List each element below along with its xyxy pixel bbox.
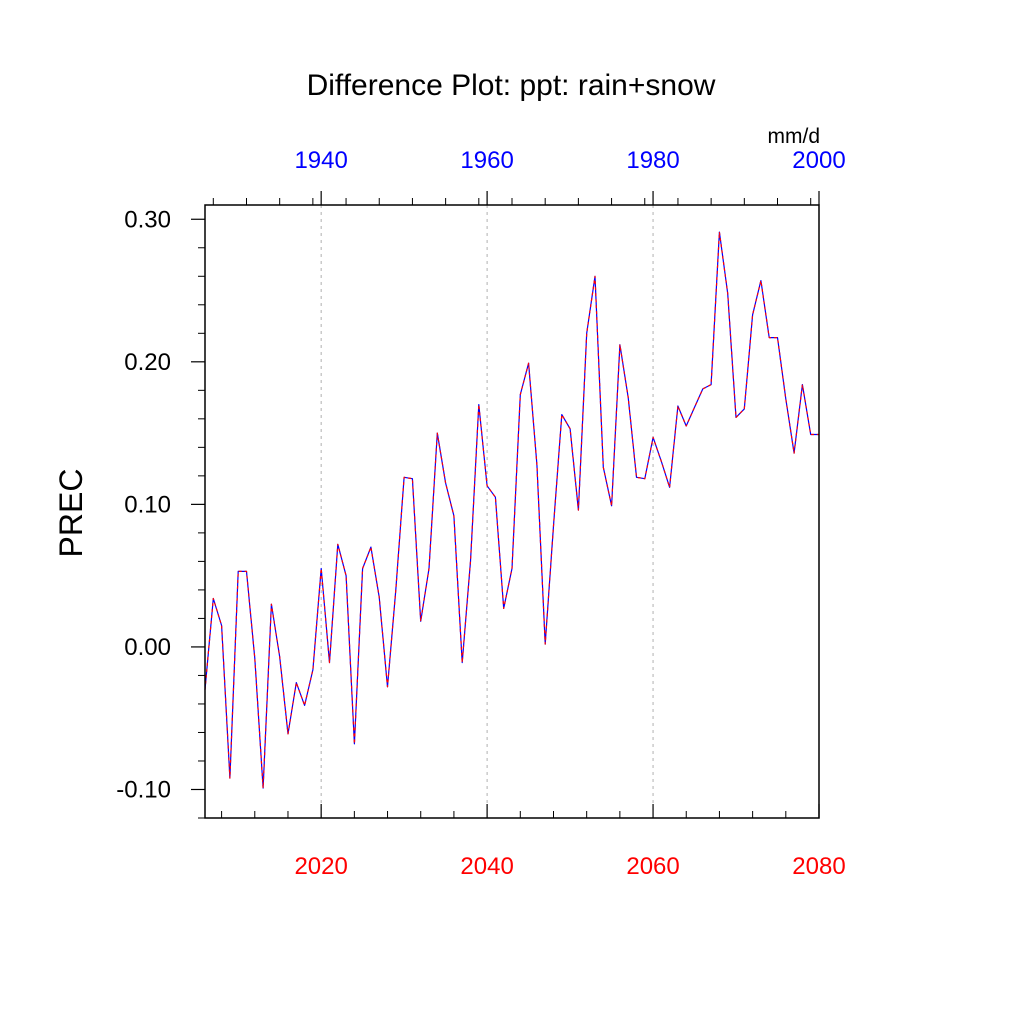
- top-tick-label: 1940: [294, 147, 347, 174]
- series-line-red-dashed: [204, 231, 819, 789]
- y-tick-label: 0.10: [124, 491, 171, 518]
- y-tick-label: 0.30: [124, 206, 171, 233]
- chart-title: Difference Plot: ppt: rain+snow: [307, 69, 716, 102]
- y-tick-label: 0.20: [124, 349, 171, 376]
- x-tick-label: 2080: [792, 853, 845, 880]
- y-tick-label: 0.00: [124, 634, 171, 661]
- top-tick-label: 1960: [460, 147, 513, 174]
- grid-lines: [320, 205, 654, 818]
- top-tick-label: 1980: [626, 147, 679, 174]
- plot-frame: [204, 204, 820, 819]
- y-tick-label: -0.10: [116, 776, 171, 803]
- series-layer: [204, 231, 819, 789]
- top-tick-label: 2000: [792, 147, 845, 174]
- x-tick-label: 2020: [294, 853, 347, 880]
- x-tick-label: 2040: [460, 853, 513, 880]
- series-line-blue: [204, 231, 819, 789]
- x-tick-label: 2060: [626, 853, 679, 880]
- y-axis-label: PREC: [53, 469, 89, 558]
- axis-ticks: [191, 191, 820, 819]
- units-label: mm/d: [768, 125, 821, 148]
- tick-labels: 2020 2040 2060 2080 1940 1960 1980 2000 -0.10 0.0…: [116, 147, 845, 880]
